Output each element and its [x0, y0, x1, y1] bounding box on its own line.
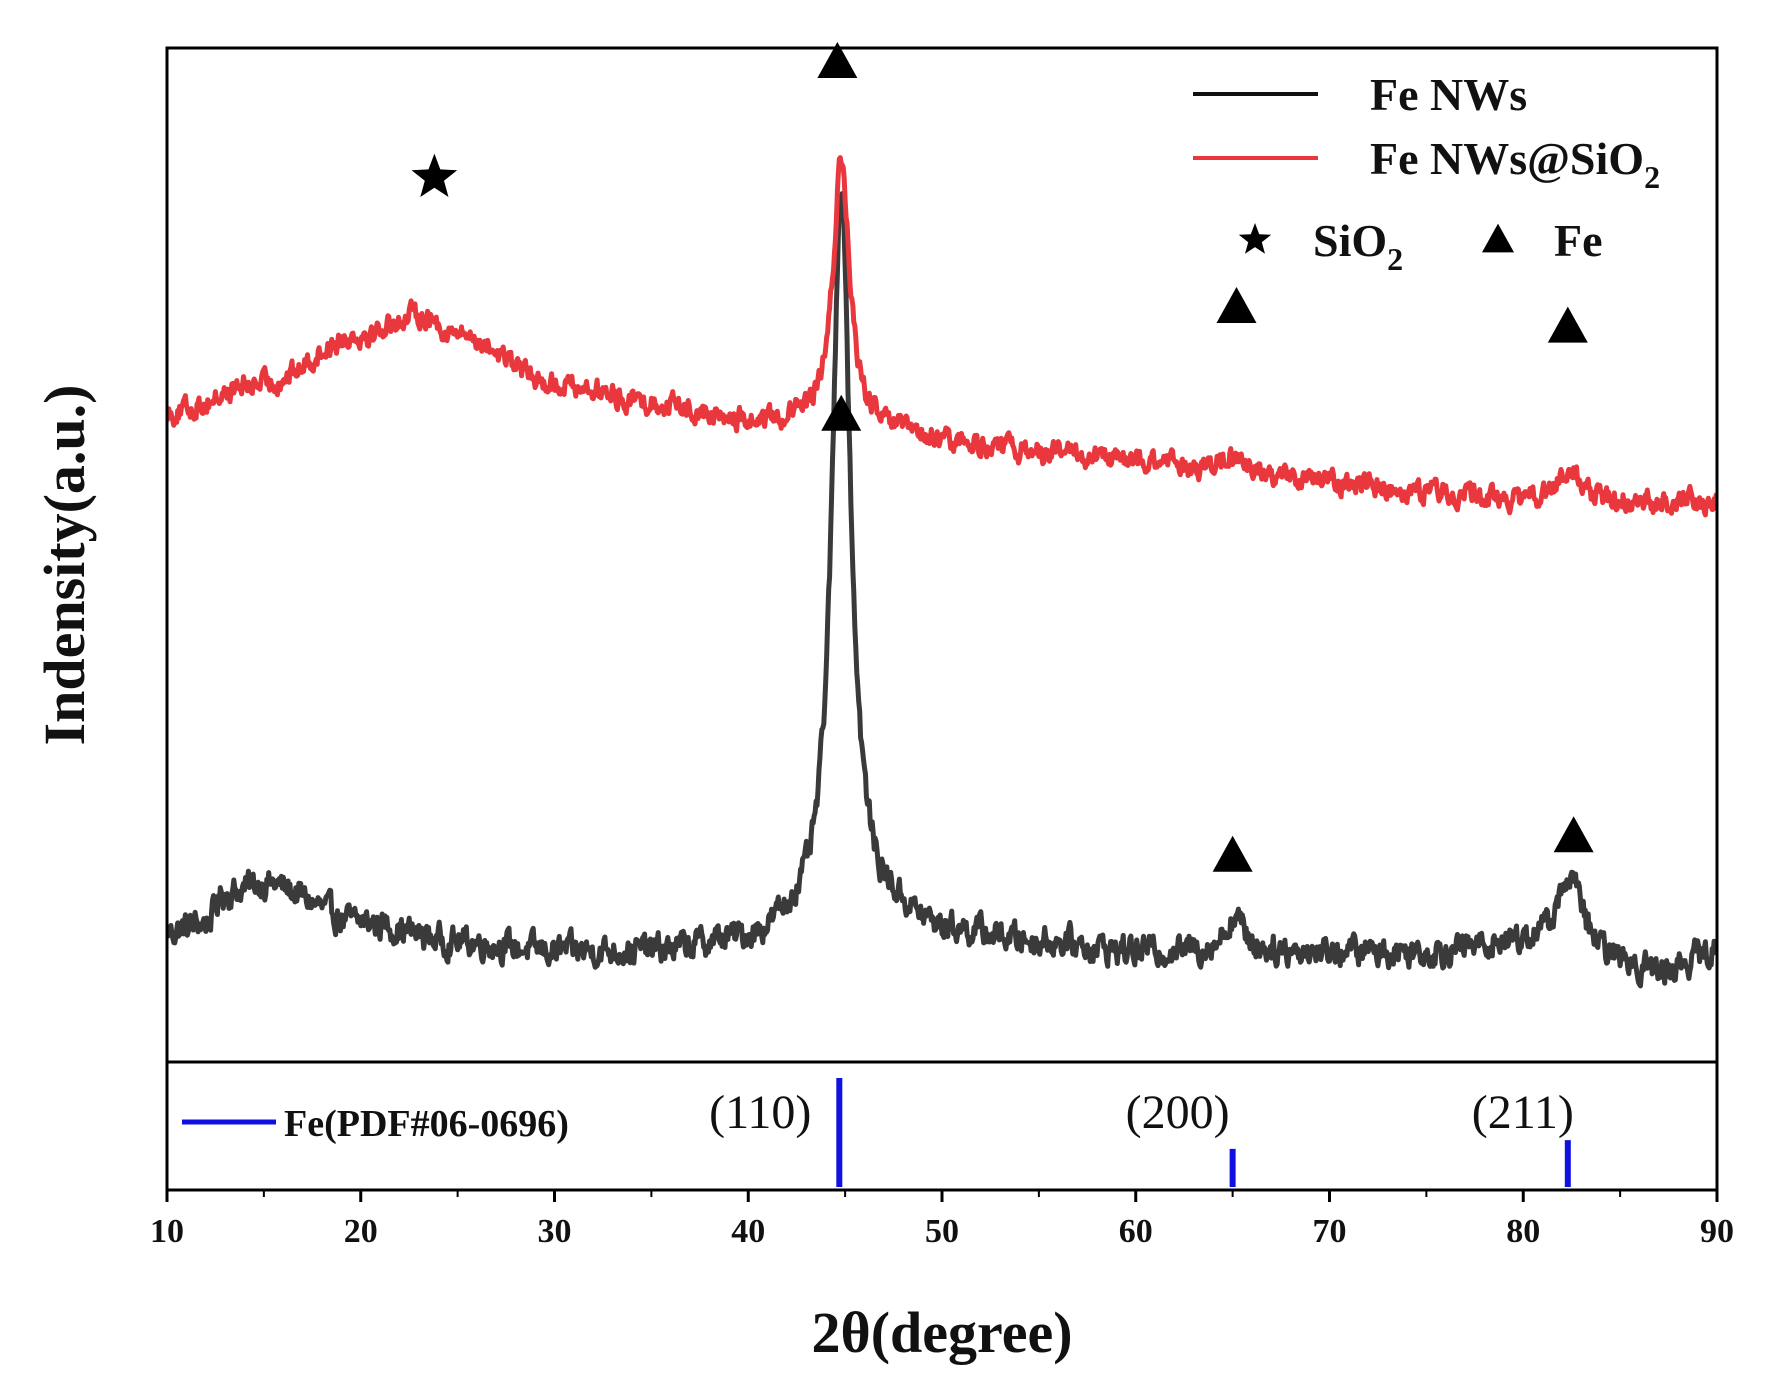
x-tick-label: 80 — [1506, 1213, 1540, 1250]
x-tick-label: 50 — [925, 1213, 959, 1250]
triangle-marker — [821, 394, 862, 431]
reference-legend-label: Fe(PDF#06-0696) — [284, 1103, 569, 1145]
hkl-label: (211) — [1472, 1086, 1574, 1139]
x-tick-label: 30 — [538, 1213, 572, 1250]
legend-triangle-icon — [1482, 223, 1514, 253]
triangle-marker — [1553, 816, 1594, 853]
triangle-marker — [817, 42, 858, 78]
legend-label: SiO2 — [1313, 215, 1403, 277]
x-tick-label: 10 — [150, 1213, 184, 1250]
x-tick-label: 20 — [344, 1213, 378, 1250]
triangle-marker — [1212, 835, 1253, 872]
series-line-fe-nws — [167, 191, 1717, 989]
triangle-marker — [1547, 306, 1588, 343]
x-tick-label: 60 — [1119, 1213, 1153, 1250]
legend-label: Fe — [1554, 215, 1603, 266]
annotation-layer — [411, 42, 1594, 872]
x-tick-label: 90 — [1700, 1213, 1734, 1250]
series-layer — [167, 155, 1717, 989]
series-line-fe-nws-sio2 — [167, 155, 1717, 518]
legend-layer: Fe NWs Fe NWs@SiO2 SiO2 Fe — [1193, 69, 1660, 277]
y-axis-title: Indensity(a.u.) — [32, 385, 97, 746]
x-axis-title: 2θ(degree) — [811, 1300, 1072, 1365]
triangle-marker — [1216, 287, 1257, 323]
legend-label: Fe NWs@SiO2 — [1370, 133, 1660, 195]
hkl-label: (110) — [709, 1086, 811, 1139]
axes-layer: 10 20 30 40 50 60 70 80 90 2θ(degree) Indensity(a.… — [32, 46, 1734, 1365]
star-marker — [411, 153, 458, 197]
legend-star-icon — [1238, 223, 1272, 254]
reference-layer: (110) (200) (211) Fe(PDF#06-0696) — [182, 1078, 1574, 1187]
legend-label: Fe NWs — [1370, 69, 1527, 120]
hkl-label: (200) — [1126, 1086, 1230, 1139]
x-tick-label: 70 — [1313, 1213, 1347, 1250]
x-tick-label: 40 — [731, 1213, 765, 1250]
